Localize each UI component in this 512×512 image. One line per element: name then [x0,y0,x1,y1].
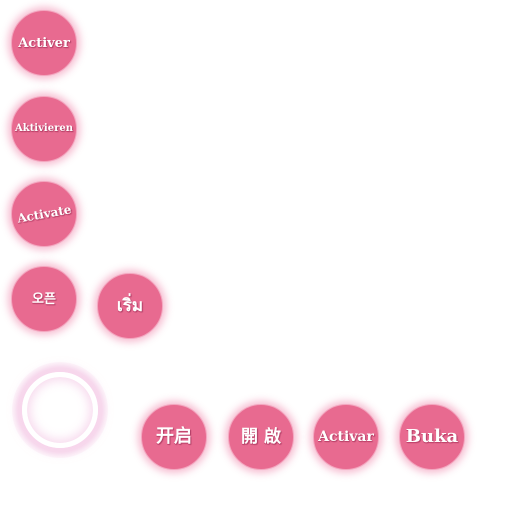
thai-start-label: เริ่ม [116,295,144,316]
aktivieren-button[interactable]: Aktivieren [11,96,77,162]
thai-start-button[interactable]: เริ่ม [97,273,163,339]
chinese-traditional-open-button[interactable]: 開 啟 [228,404,294,470]
chinese-traditional-open-label: 開 啟 [241,426,281,447]
chinese-simplified-open-button[interactable]: 开启 [141,404,207,470]
activar-label: Activar [318,429,374,445]
glowing-ring-icon[interactable] [22,372,98,448]
buka-button[interactable]: Buka [399,404,465,470]
korean-open-button[interactable]: 오픈 [11,266,77,332]
activer-button[interactable]: Activer [11,10,77,76]
activer-label: Activer [18,35,70,51]
activate-label: Activate [15,202,73,226]
activate-button[interactable]: Activate [11,181,77,247]
aktivieren-label: Aktivieren [15,123,73,134]
activar-button[interactable]: Activar [313,404,379,470]
korean-open-label: 오픈 [32,291,56,307]
chinese-simplified-open-label: 开启 [156,426,192,447]
buka-label: Buka [405,426,459,447]
